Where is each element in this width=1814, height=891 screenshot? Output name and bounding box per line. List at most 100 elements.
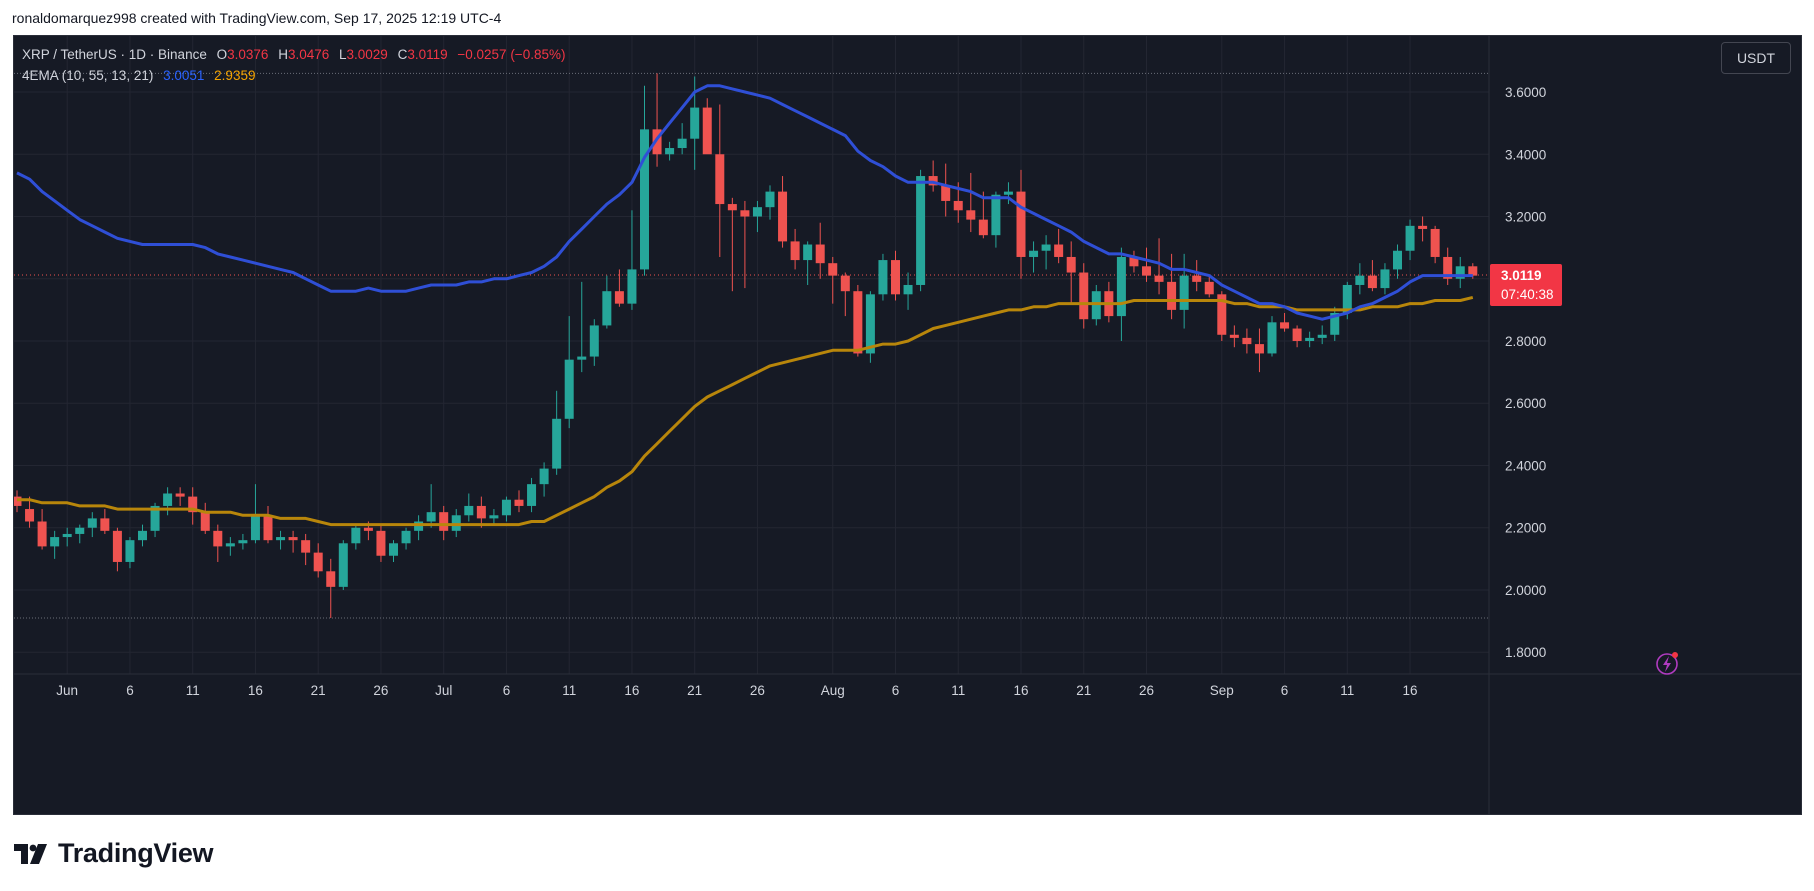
candle-up xyxy=(577,356,587,360)
candle-down xyxy=(175,493,185,497)
candle-down xyxy=(652,129,662,155)
x-tick-label: 11 xyxy=(1340,683,1354,698)
x-tick-label: 16 xyxy=(1013,683,1028,698)
x-tick-label: Sep xyxy=(1210,683,1234,698)
candle-up xyxy=(87,518,97,528)
tradingview-logo[interactable]: TradingView xyxy=(14,838,214,869)
candle-down xyxy=(840,275,850,292)
candle-down xyxy=(313,552,323,572)
x-tick-label: 26 xyxy=(750,683,765,698)
open-value: 3.0376 xyxy=(227,47,269,62)
x-tick-label: 11 xyxy=(186,683,200,698)
candle-down xyxy=(1242,337,1252,345)
candle-up xyxy=(1029,250,1039,257)
candle-down xyxy=(1443,256,1453,279)
candle-up xyxy=(627,269,637,304)
candle-down xyxy=(188,496,198,513)
candle-up xyxy=(1342,284,1352,313)
candle-up xyxy=(602,291,612,326)
candle-down xyxy=(1367,275,1377,289)
candle-down xyxy=(1204,281,1214,295)
y-tick-label: 2.6000 xyxy=(1505,396,1546,411)
candle-down xyxy=(376,530,386,556)
candle-up xyxy=(351,527,361,544)
candle-down xyxy=(1280,322,1290,329)
y-tick-label: 3.2000 xyxy=(1505,210,1546,225)
candle-down xyxy=(740,210,750,217)
ohlc-row: XRP / TetherUS · 1D · Binance O3.0376 H3… xyxy=(22,44,571,65)
y-tick-label: 3.6000 xyxy=(1505,85,1546,100)
lightning-icon[interactable] xyxy=(1656,653,1678,675)
candle-down xyxy=(702,107,712,155)
symbol-label[interactable]: XRP / TetherUS · 1D · Binance xyxy=(22,47,207,62)
candle-down xyxy=(112,530,122,562)
candle-down xyxy=(14,496,22,506)
candle-down xyxy=(815,244,825,264)
ema-fast-value: 3.0051 xyxy=(163,68,205,83)
candle-up xyxy=(991,194,1001,236)
candle-up xyxy=(916,176,926,285)
indicator-label[interactable]: 4EMA (10, 55, 13, 21) xyxy=(22,68,154,83)
candle-up xyxy=(564,359,574,419)
candle-up xyxy=(803,244,813,261)
brand-name: TradingView xyxy=(58,838,214,868)
candle-down xyxy=(100,518,110,531)
y-tick-label: 2.8000 xyxy=(1505,334,1546,349)
low-value: 3.0029 xyxy=(346,47,388,62)
candle-up xyxy=(539,468,549,485)
candle-down xyxy=(1217,294,1227,335)
candle-down xyxy=(288,537,298,541)
attribution-text: ronaldomarquez998 created with TradingVi… xyxy=(12,10,502,26)
tradingview-mark-icon xyxy=(14,843,47,864)
candle-up xyxy=(489,515,499,519)
candle-up xyxy=(1330,312,1340,335)
candle-down xyxy=(1254,344,1264,354)
candle-up xyxy=(1003,191,1013,195)
indicator-row: 4EMA (10, 55, 13, 21) 3.0051 2.9359 xyxy=(22,65,571,86)
change-value: −0.0257 (−0.85%) xyxy=(457,47,566,62)
chart-panel[interactable]: 3.60003.40003.20003.00002.80002.60002.40… xyxy=(13,35,1802,815)
candle-down xyxy=(715,154,725,205)
candle-up xyxy=(1355,275,1365,285)
candle-up xyxy=(640,129,649,270)
open-label: O xyxy=(216,47,228,62)
bar-countdown-value: 07:40:38 xyxy=(1501,287,1554,302)
candle-up xyxy=(1179,275,1189,310)
candle-up xyxy=(552,418,562,469)
candle-up xyxy=(62,533,72,538)
candle-up xyxy=(501,499,511,516)
candle-up xyxy=(414,521,424,531)
y-tick-label: 2.0000 xyxy=(1505,583,1546,598)
candle-up xyxy=(389,543,398,556)
x-tick-label: 11 xyxy=(562,683,576,698)
currency-button[interactable]: USDT xyxy=(1721,42,1791,74)
candle-down xyxy=(1016,191,1026,257)
candle-up xyxy=(865,294,875,354)
x-tick-label: 16 xyxy=(624,683,639,698)
candle-down xyxy=(476,505,486,519)
candle-down xyxy=(891,260,900,295)
candle-up xyxy=(426,512,436,522)
ema-slow-line xyxy=(17,295,1474,527)
candle-down xyxy=(439,512,449,531)
notification-dot xyxy=(1672,652,1678,658)
candle-down xyxy=(828,263,838,276)
candle-up xyxy=(1267,322,1277,354)
candle-down xyxy=(1167,281,1177,310)
y-tick-label: 2.2000 xyxy=(1505,521,1546,536)
x-tick-label: 26 xyxy=(1139,683,1154,698)
candle-up xyxy=(225,543,235,547)
ema-fast-line xyxy=(16,84,1473,321)
candle-down xyxy=(941,185,951,201)
x-tick-label: 26 xyxy=(373,683,388,698)
candle-up xyxy=(677,138,687,149)
candle-down xyxy=(953,200,963,211)
y-tick-label: 3.4000 xyxy=(1505,147,1546,162)
candle-down xyxy=(1229,334,1239,338)
chart-legend: XRP / TetherUS · 1D · Binance O3.0376 H3… xyxy=(22,44,571,86)
candle-down xyxy=(326,571,336,587)
candle-down xyxy=(1079,272,1089,320)
candlestick-chart[interactable]: 3.60003.40003.20003.00002.80002.60002.40… xyxy=(14,36,1801,814)
x-tick-label: 21 xyxy=(311,683,326,698)
candle-down xyxy=(200,512,210,531)
